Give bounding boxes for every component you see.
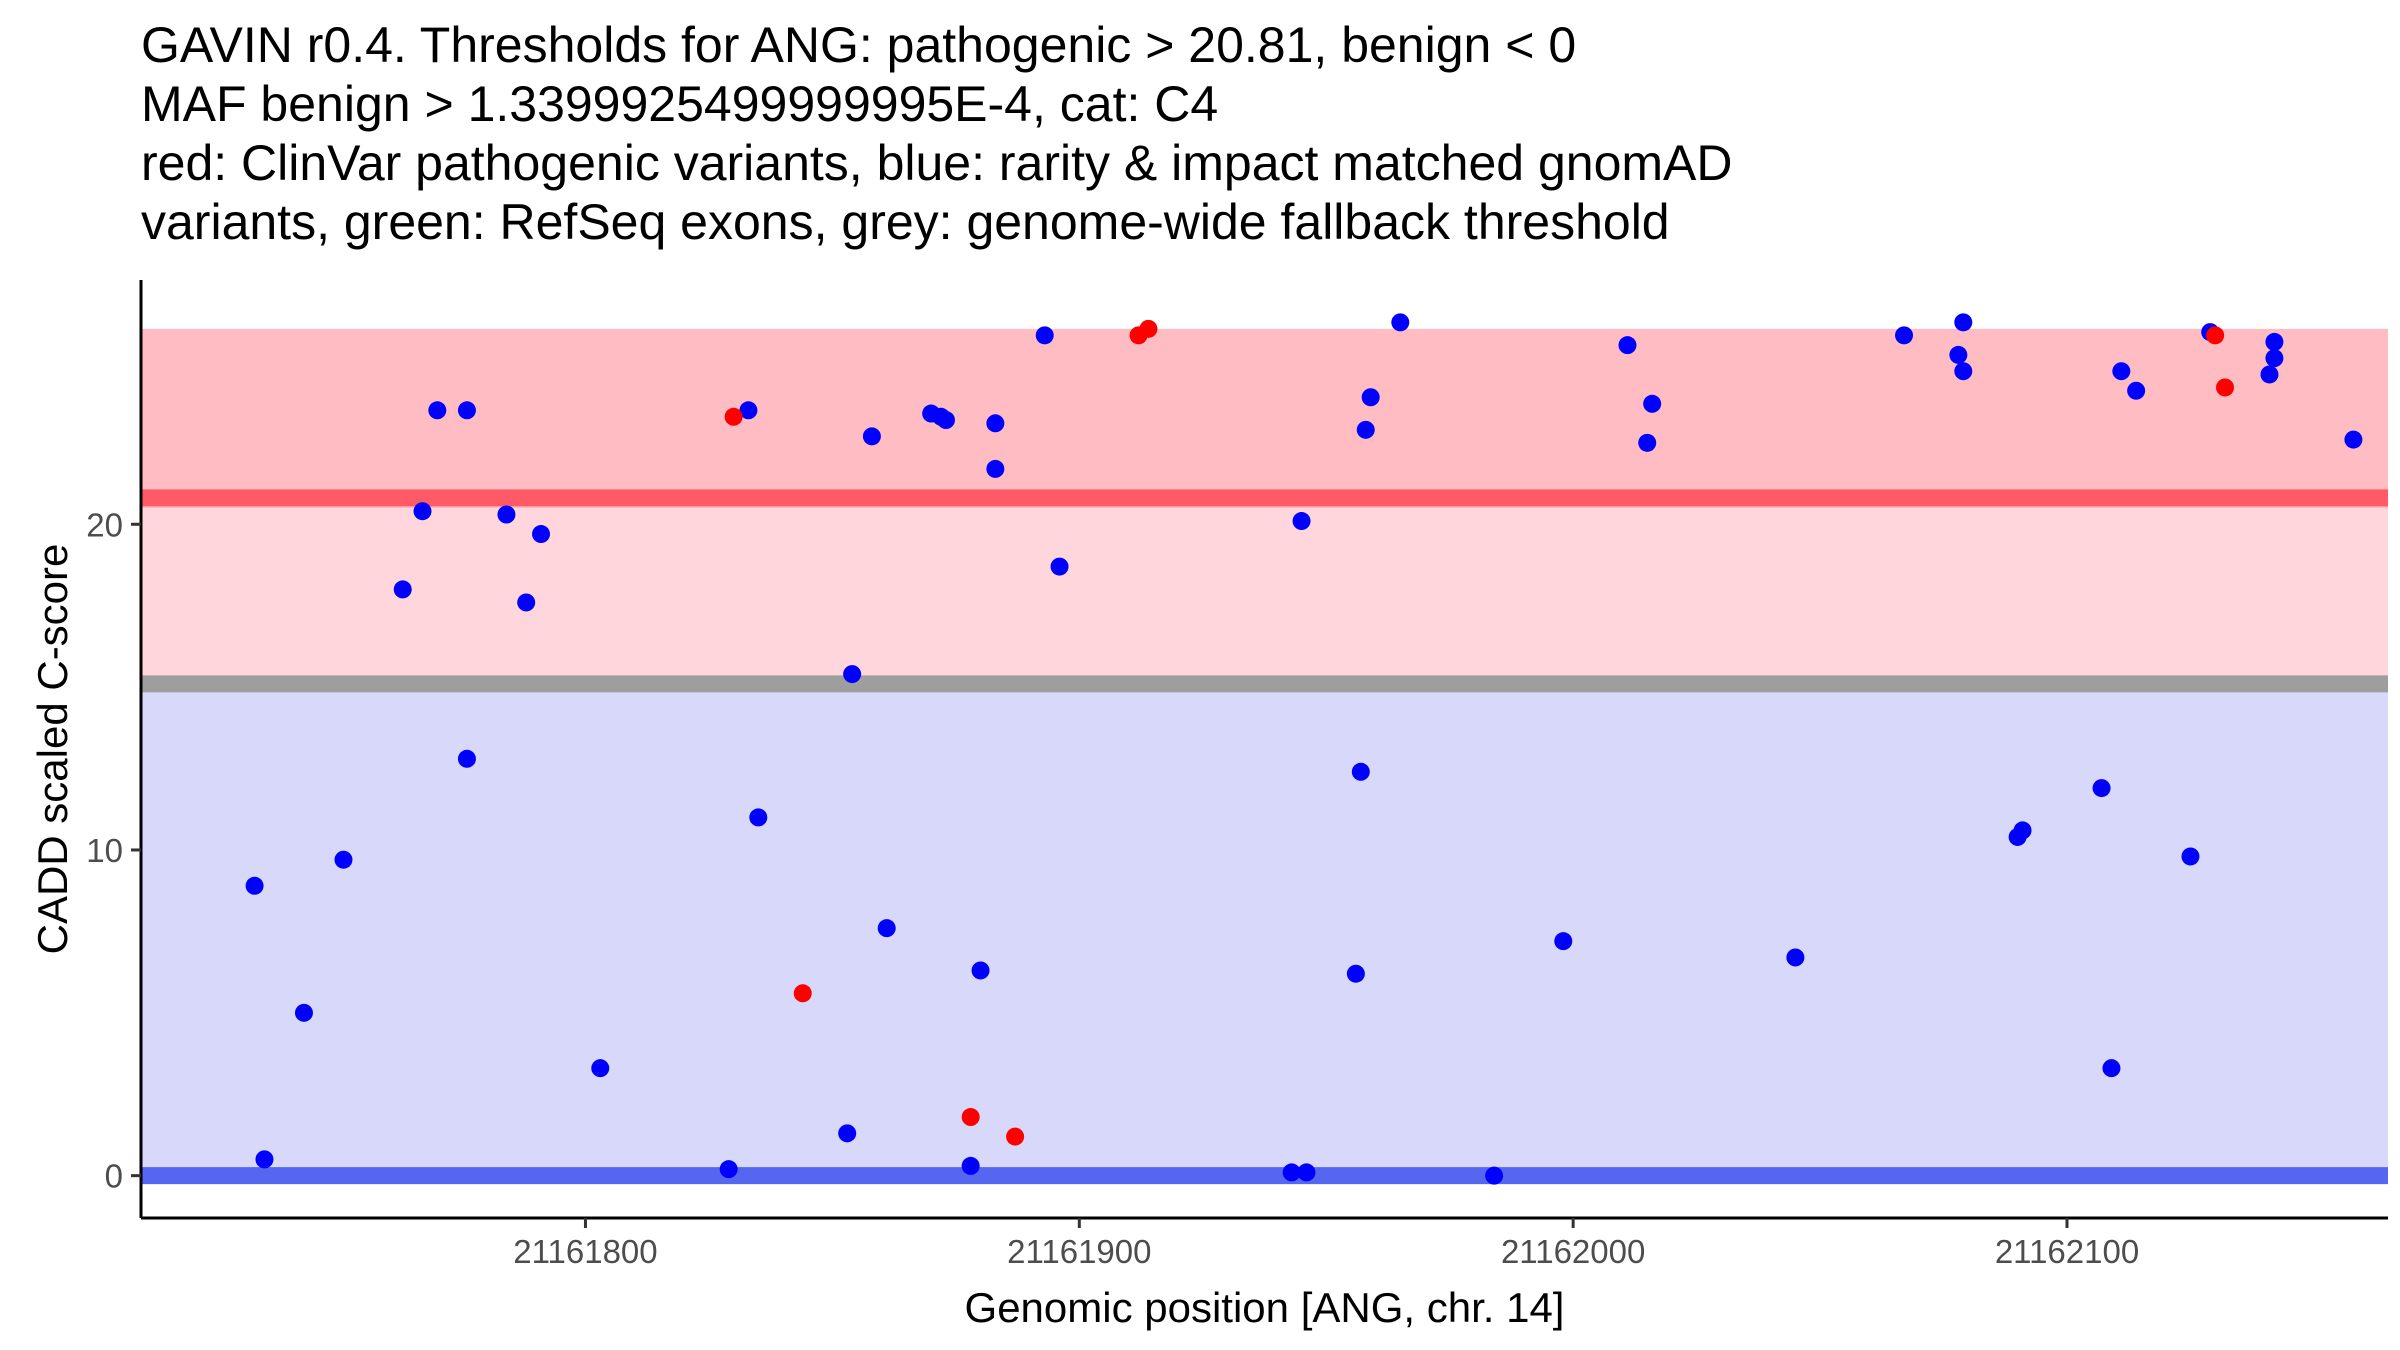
gnomad-point — [1618, 336, 1637, 355]
gnomad-point — [971, 961, 990, 980]
gnomad-point — [986, 459, 1005, 478]
gnomad-point — [1292, 512, 1311, 531]
plot-area — [141, 328, 2388, 1185]
pathogenic-region — [141, 328, 2388, 508]
gnomad-point — [1391, 313, 1410, 332]
gnomad-point — [1554, 932, 1573, 951]
gnomad-point — [986, 414, 1005, 433]
clinvar-points — [724, 319, 2235, 1146]
fallback-region — [141, 507, 2388, 691]
gnomad-point — [591, 1059, 610, 1078]
gnomad-point — [1361, 388, 1380, 407]
gnomad-point — [1638, 433, 1657, 452]
title-line-4: variants, green: RefSeq exons, grey: gen… — [141, 194, 1670, 250]
gnomad-point — [2102, 1059, 2121, 1078]
gnomad-point — [936, 411, 955, 430]
gnomad-point — [2127, 381, 2146, 400]
gnomad-point — [1954, 313, 1973, 332]
benign-region — [141, 690, 2388, 1173]
clinvar-point — [793, 984, 812, 1003]
gnomad-point — [877, 919, 896, 938]
gnomad-point — [517, 593, 536, 612]
gnomad-point — [1895, 326, 1914, 345]
gnomad-point — [2013, 821, 2032, 840]
clinvar-point — [724, 407, 743, 426]
x-axis-title: Genomic position [ANG, chr. 14] — [965, 1284, 1565, 1331]
gnomad-point — [719, 1160, 738, 1179]
gnomad-point — [413, 502, 432, 521]
y-tick-label: 20 — [86, 506, 123, 543]
gnomad-point — [2260, 365, 2279, 384]
gnomad-point — [497, 505, 516, 524]
clinvar-point — [2216, 378, 2235, 397]
gnomad-point — [862, 427, 881, 446]
y-tick-label: 0 — [105, 1158, 123, 1195]
gnomad-point — [1954, 362, 1973, 381]
gnomad-point — [393, 580, 412, 599]
title-line-2: MAF benign > 1.3399925499999995E-4, cat:… — [141, 76, 1218, 132]
x-tick-label: 21161900 — [1007, 1233, 1151, 1270]
gnomad-point — [334, 850, 353, 869]
gnomad-point — [1035, 326, 1054, 345]
x-tick-label: 21162100 — [1995, 1233, 2139, 1270]
title-line-3: red: ClinVar pathogenic variants, blue: … — [141, 135, 1732, 191]
gnomad-point — [749, 808, 768, 827]
gnomad-point — [1050, 557, 1069, 576]
gnomad-point — [457, 401, 476, 420]
gnomad-point — [2112, 362, 2131, 381]
y-tick-label: 10 — [86, 832, 123, 869]
gnomad-point — [1297, 1163, 1316, 1182]
gnomad-point — [2181, 847, 2200, 866]
gnomad-point — [1346, 964, 1365, 983]
gnomad-point — [457, 749, 476, 768]
clinvar-point — [1006, 1127, 1025, 1146]
gnomad-point — [2344, 430, 2363, 449]
gnomad-point — [961, 1156, 980, 1175]
gnomad-point — [843, 665, 862, 684]
data-points — [245, 313, 2363, 1185]
gnomad-point — [1351, 762, 1370, 781]
x-tick-label: 21162000 — [1501, 1233, 1645, 1270]
gnomad-point — [1786, 948, 1805, 967]
gnomad-point — [245, 876, 264, 895]
gnomad-point — [428, 401, 447, 420]
chart-title: GAVIN r0.4. Thresholds for ANG: pathogen… — [141, 17, 1732, 250]
gnomad-point — [2265, 349, 2284, 368]
gnomad-point — [1356, 420, 1375, 439]
title-line-1: GAVIN r0.4. Thresholds for ANG: pathogen… — [141, 17, 1576, 73]
clinvar-point — [1139, 319, 1158, 338]
x-tick-label: 21161800 — [513, 1233, 657, 1270]
gnomad-point — [1282, 1163, 1301, 1182]
y-axis-title: CADD scaled C-score — [29, 544, 76, 955]
gnomad-point — [1485, 1166, 1504, 1185]
clinvar-point — [2206, 326, 2225, 345]
gnomad-point — [294, 1003, 313, 1022]
clinvar-point — [961, 1108, 980, 1127]
axes: 21161800 21161900 21162000 21162100 0 10 20 — [86, 280, 2388, 1270]
gnomad-point — [255, 1150, 274, 1169]
gnomad-point — [2092, 779, 2111, 798]
gnomad-point — [739, 401, 758, 420]
gnomad-point — [1949, 345, 1968, 364]
gnomad-point — [1643, 394, 1662, 413]
gnomad-point — [2265, 332, 2284, 351]
gnomad-point — [838, 1124, 857, 1143]
gnomad-point — [532, 525, 551, 544]
